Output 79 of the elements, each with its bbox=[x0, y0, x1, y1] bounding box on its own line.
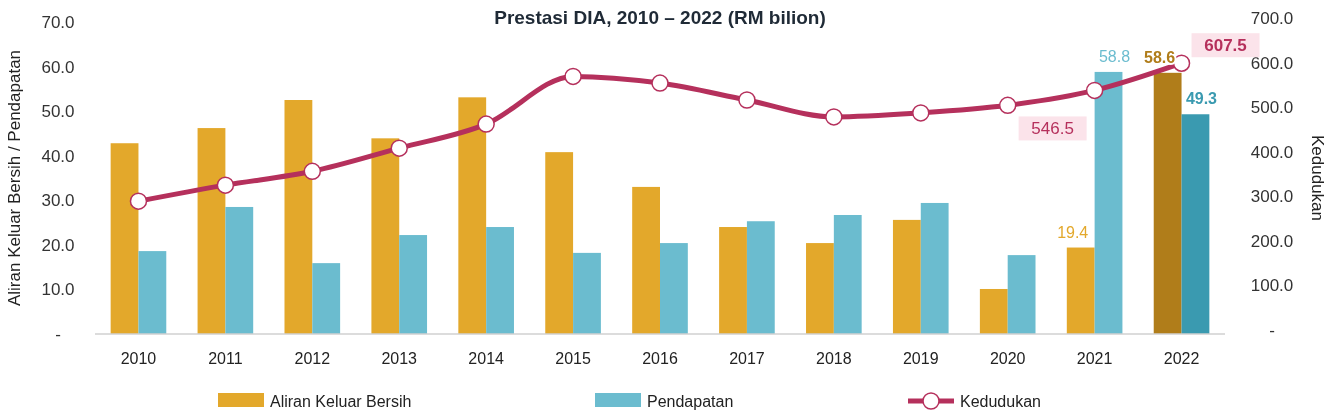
y2-tick-label: 600.0 bbox=[1250, 53, 1294, 73]
bar bbox=[1066, 247, 1095, 334]
point bbox=[738, 91, 756, 109]
bar bbox=[110, 143, 139, 334]
point bbox=[564, 67, 582, 86]
bar bbox=[892, 219, 921, 334]
y2-tick-label: 700.0 bbox=[1250, 9, 1294, 28]
bar bbox=[660, 243, 688, 334]
x-tick-label: 2020 bbox=[989, 350, 1026, 367]
bar bbox=[746, 221, 775, 334]
bar bbox=[833, 214, 862, 334]
bar bbox=[1094, 71, 1123, 334]
bar bbox=[719, 227, 747, 334]
y2-tick-label: 500.0 bbox=[1250, 98, 1294, 118]
bar bbox=[371, 138, 400, 334]
legend-label: Kedudukan bbox=[960, 393, 1041, 410]
point bbox=[477, 115, 495, 133]
point bbox=[390, 139, 408, 157]
x-tick-label: 2014 bbox=[468, 350, 505, 367]
bar bbox=[225, 206, 254, 334]
point bbox=[1085, 81, 1104, 100]
bar bbox=[1153, 72, 1182, 334]
bar bbox=[458, 97, 487, 334]
x-tick-label: 2011 bbox=[208, 350, 243, 367]
bar bbox=[486, 227, 514, 334]
data-label: 607.5 bbox=[1204, 36, 1247, 56]
bar bbox=[632, 186, 660, 334]
y-tick-label: 50.0 bbox=[41, 102, 75, 122]
y-axis-title: Aliran Keluar Bersih / Pendapatan bbox=[5, 49, 24, 307]
data-label: 58.6 bbox=[1144, 48, 1176, 66]
bar bbox=[312, 263, 341, 334]
y-tick-label: - bbox=[55, 325, 61, 344]
x-tick-label: 2017 bbox=[729, 350, 765, 367]
x-tick-label: 2012 bbox=[294, 350, 331, 367]
bar bbox=[197, 128, 226, 334]
y-tick-label: 10.0 bbox=[41, 280, 75, 300]
point bbox=[303, 162, 322, 181]
y-tick-label: 40.0 bbox=[41, 146, 75, 166]
x-tick-label: 2016 bbox=[642, 350, 678, 367]
bar bbox=[1181, 114, 1210, 334]
bar bbox=[1007, 255, 1036, 334]
y2-tick-label: 400.0 bbox=[1250, 142, 1294, 162]
x-tick-label: 2019 bbox=[902, 350, 939, 367]
x-tick-label: 2010 bbox=[120, 350, 157, 367]
y-tick-label: 70.0 bbox=[41, 13, 75, 32]
data-label: 49.3 bbox=[1185, 90, 1218, 108]
data-label: 546.5 bbox=[1031, 119, 1074, 139]
y2-tick-label: - bbox=[1269, 321, 1275, 340]
y-tick-label: 20.0 bbox=[41, 235, 75, 255]
point bbox=[216, 176, 235, 194]
point bbox=[129, 192, 148, 210]
y2-tick-label: 100.0 bbox=[1250, 276, 1294, 296]
y2-axis-title: Kedudukan bbox=[1308, 134, 1327, 222]
point bbox=[651, 74, 669, 92]
legend-label: Pendapatan bbox=[647, 393, 734, 410]
bar bbox=[138, 251, 167, 334]
x-tick-label: 2022 bbox=[1163, 350, 1200, 367]
bar bbox=[545, 152, 574, 334]
chart-title: Prestasi DIA, 2010 – 2022 (RM bilion) bbox=[494, 7, 826, 28]
point bbox=[825, 108, 843, 126]
legend-label: Aliran Keluar Bersih bbox=[270, 393, 412, 410]
y-tick-label: 60.0 bbox=[41, 57, 75, 77]
y-tick-label: 30.0 bbox=[41, 191, 75, 211]
data-label: 19.4 bbox=[1057, 223, 1089, 241]
x-tick-label: 2013 bbox=[381, 350, 418, 367]
y2-tick-label: 300.0 bbox=[1250, 187, 1294, 207]
point bbox=[998, 96, 1017, 115]
bar bbox=[284, 100, 313, 334]
point bbox=[912, 104, 930, 122]
x-tick-label: 2015 bbox=[555, 350, 591, 367]
bar bbox=[920, 202, 949, 334]
data-label: 58.8 bbox=[1098, 47, 1131, 65]
bar bbox=[573, 252, 601, 334]
bar bbox=[399, 235, 428, 334]
y2-tick-label: 200.0 bbox=[1250, 231, 1294, 251]
bar bbox=[979, 288, 1008, 334]
x-tick-label: 2018 bbox=[816, 350, 852, 367]
bar bbox=[806, 243, 834, 334]
x-tick-label: 2021 bbox=[1076, 350, 1113, 367]
